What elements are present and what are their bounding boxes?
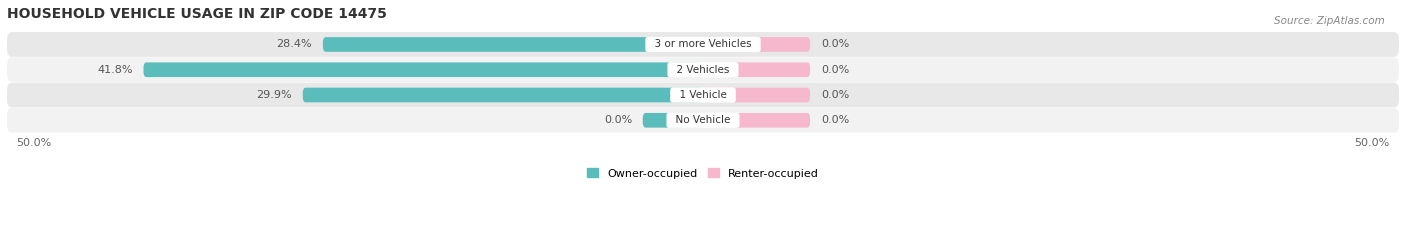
FancyBboxPatch shape <box>323 37 703 52</box>
FancyBboxPatch shape <box>703 88 810 102</box>
Text: 3 or more Vehicles: 3 or more Vehicles <box>648 39 758 49</box>
FancyBboxPatch shape <box>302 88 703 102</box>
FancyBboxPatch shape <box>643 113 703 128</box>
Text: 0.0%: 0.0% <box>821 65 849 75</box>
FancyBboxPatch shape <box>7 108 1399 133</box>
Text: 41.8%: 41.8% <box>97 65 132 75</box>
Text: HOUSEHOLD VEHICLE USAGE IN ZIP CODE 14475: HOUSEHOLD VEHICLE USAGE IN ZIP CODE 1447… <box>7 7 387 21</box>
FancyBboxPatch shape <box>7 32 1399 57</box>
Text: 0.0%: 0.0% <box>603 115 633 125</box>
FancyBboxPatch shape <box>703 113 810 128</box>
Text: 0.0%: 0.0% <box>821 90 849 100</box>
FancyBboxPatch shape <box>703 62 810 77</box>
Text: 28.4%: 28.4% <box>277 39 312 49</box>
Text: No Vehicle: No Vehicle <box>669 115 737 125</box>
Text: 0.0%: 0.0% <box>821 39 849 49</box>
FancyBboxPatch shape <box>7 83 1399 107</box>
FancyBboxPatch shape <box>703 37 810 52</box>
Text: 0.0%: 0.0% <box>821 115 849 125</box>
Legend: Owner-occupied, Renter-occupied: Owner-occupied, Renter-occupied <box>582 164 824 183</box>
Text: Source: ZipAtlas.com: Source: ZipAtlas.com <box>1274 16 1385 26</box>
FancyBboxPatch shape <box>143 62 703 77</box>
Text: 29.9%: 29.9% <box>256 90 292 100</box>
FancyBboxPatch shape <box>7 57 1399 82</box>
Text: 2 Vehicles: 2 Vehicles <box>671 65 735 75</box>
Text: 1 Vehicle: 1 Vehicle <box>673 90 733 100</box>
